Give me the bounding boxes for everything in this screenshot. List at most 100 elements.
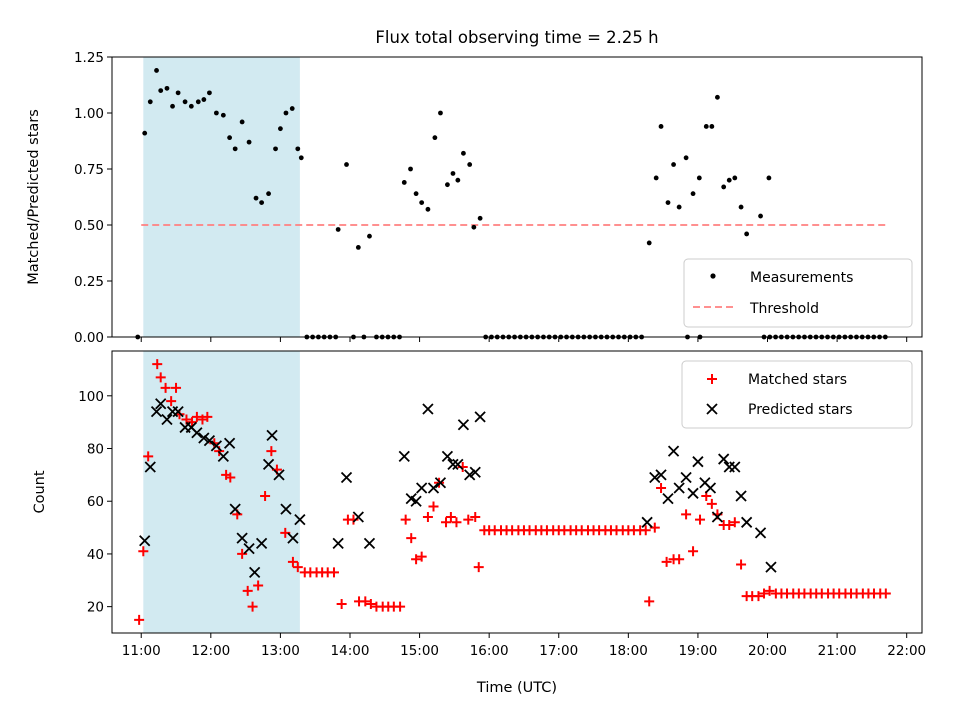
measurement-point bbox=[266, 191, 271, 197]
measurement-point bbox=[683, 155, 689, 161]
measurement-point bbox=[164, 85, 170, 91]
measurement-point bbox=[355, 245, 361, 250]
predicted-point bbox=[273, 469, 285, 481]
legend-box bbox=[681, 360, 913, 429]
legend-label-measurements: Measurements bbox=[750, 270, 853, 286]
measurement-point bbox=[147, 99, 153, 105]
measurement-point bbox=[696, 175, 702, 181]
measurement-point bbox=[401, 180, 407, 185]
predicted-point bbox=[223, 437, 236, 449]
predicted-point bbox=[474, 411, 486, 423]
measurement-point bbox=[738, 204, 744, 210]
predicted-point bbox=[161, 413, 173, 426]
legend-label-matched: Matched stars bbox=[748, 372, 847, 388]
matched-point bbox=[661, 556, 672, 567]
predicted-point bbox=[203, 434, 216, 447]
predicted-point bbox=[191, 427, 203, 439]
legend-top: Measurements Threshold bbox=[683, 258, 913, 328]
measurement-point bbox=[726, 177, 732, 183]
matched-point bbox=[724, 519, 735, 530]
measurement-point bbox=[273, 146, 278, 152]
measurement-point bbox=[477, 215, 483, 221]
measurement-point bbox=[213, 110, 219, 116]
bottom-ylabel: Count bbox=[32, 470, 48, 513]
predicted-point bbox=[754, 527, 767, 539]
predicted-point bbox=[687, 487, 699, 499]
y-tick-label: 1.25 bbox=[74, 50, 104, 66]
measurement-point bbox=[709, 124, 715, 129]
matched-point bbox=[171, 382, 182, 393]
matched-point bbox=[445, 512, 456, 523]
matched-point bbox=[292, 562, 303, 573]
measurement-point bbox=[690, 191, 696, 197]
measurement-point bbox=[471, 224, 477, 230]
predicted-point bbox=[262, 458, 275, 470]
y-tick-label: 0.25 bbox=[74, 274, 104, 290]
legend-marker-measurements bbox=[710, 273, 716, 279]
predicted-point bbox=[150, 405, 163, 418]
matched-point bbox=[138, 546, 149, 557]
predicted-point bbox=[155, 398, 167, 410]
matched-point bbox=[736, 559, 747, 570]
measurement-point bbox=[732, 175, 738, 181]
matched-point bbox=[328, 567, 339, 578]
matched-point bbox=[451, 517, 462, 528]
measurement-point bbox=[232, 146, 238, 152]
predicted-point bbox=[139, 535, 151, 547]
measurement-point bbox=[408, 166, 413, 172]
measurement-point bbox=[715, 94, 720, 100]
predicted-point bbox=[457, 419, 470, 431]
measurement-point bbox=[253, 195, 259, 201]
legend-marker-predicted bbox=[706, 403, 718, 415]
matched-point bbox=[416, 551, 427, 562]
measurement-point bbox=[246, 139, 252, 145]
y-tick-label: 1.00 bbox=[74, 106, 104, 122]
measurement-point bbox=[289, 106, 295, 111]
measurement-point bbox=[450, 171, 456, 176]
x-tick-label: 17:00 bbox=[539, 643, 578, 659]
measurement-point bbox=[175, 90, 181, 96]
measurement-point bbox=[744, 231, 750, 237]
predicted-point bbox=[229, 503, 241, 515]
matched-point bbox=[706, 498, 717, 509]
matched-point bbox=[336, 599, 347, 610]
predicted-point bbox=[662, 492, 674, 505]
x-tick-label: 12:00 bbox=[191, 643, 230, 659]
matched-point bbox=[143, 451, 154, 462]
predicted-point bbox=[266, 429, 278, 441]
predicted-point bbox=[469, 466, 481, 478]
measurement-point bbox=[201, 97, 207, 102]
measurement-point bbox=[259, 200, 265, 206]
legend-marker-matched bbox=[707, 374, 717, 384]
predicted-point bbox=[704, 482, 717, 494]
predicted-point bbox=[765, 561, 777, 573]
measurement-point bbox=[658, 124, 664, 129]
matched-point bbox=[644, 596, 655, 607]
matched-point bbox=[695, 514, 706, 525]
predicted-point bbox=[352, 511, 364, 523]
matched-point bbox=[253, 580, 264, 591]
measurement-point bbox=[419, 200, 425, 206]
predicted-point bbox=[447, 458, 459, 470]
measurement-point bbox=[671, 162, 676, 167]
y-tick-label: 0.75 bbox=[74, 162, 104, 178]
matched-point bbox=[400, 514, 411, 525]
predicted-point bbox=[729, 461, 741, 473]
shaded-interval bbox=[143, 351, 300, 633]
measurement-point bbox=[758, 213, 763, 219]
measurement-point bbox=[721, 184, 727, 190]
matched-point bbox=[266, 446, 277, 457]
top-ylabel: Matched/Predicted stars bbox=[26, 109, 42, 285]
matched-point bbox=[759, 588, 770, 599]
predicted-point bbox=[144, 461, 156, 473]
predicted-point bbox=[249, 566, 261, 579]
matched-point bbox=[395, 601, 406, 612]
predicted-point bbox=[692, 456, 704, 468]
matched-point bbox=[441, 517, 452, 528]
predicted-point bbox=[667, 445, 680, 457]
predicted-point bbox=[236, 532, 248, 544]
matched-point bbox=[473, 562, 484, 573]
x-tick-label: 16:00 bbox=[470, 643, 509, 659]
matched-point bbox=[134, 614, 145, 625]
matched-point bbox=[422, 512, 433, 523]
